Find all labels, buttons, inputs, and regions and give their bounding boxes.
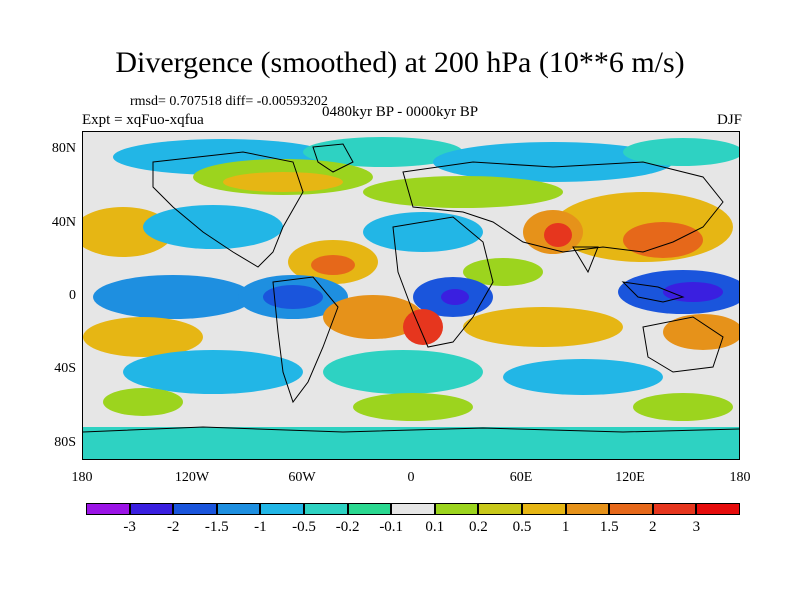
y-label-80s: 80S <box>54 435 76 450</box>
colorbar-label: 3 <box>692 519 701 535</box>
colorbar-label: -2 <box>166 519 180 535</box>
colorbar-label: 1.5 <box>599 519 619 535</box>
colorbar-label: -0.5 <box>292 519 316 535</box>
period-label: 0480kyr BP - 0000kyr BP <box>322 104 479 120</box>
colorbar-label: 0.5 <box>512 519 532 535</box>
field-patch <box>363 212 483 252</box>
x-label-180w: 180 <box>71 470 93 485</box>
colorbar-segment <box>434 503 479 515</box>
field-patch <box>663 282 723 302</box>
colorbar-segment <box>696 503 740 515</box>
field-patch <box>441 289 469 305</box>
field-patch <box>103 388 183 416</box>
colorbar-label: 1 <box>561 519 570 535</box>
colorbar-label: -0.2 <box>335 519 360 535</box>
colorbar-segment <box>216 503 261 515</box>
field-patch <box>323 350 483 394</box>
x-label-180e: 180 <box>729 470 751 485</box>
field-patch <box>123 350 303 394</box>
x-label-120e: 120E <box>615 470 645 485</box>
colorbar-segment <box>347 503 392 515</box>
colorbar-segment <box>86 503 130 515</box>
field-patch <box>353 393 473 421</box>
colorbar-segment <box>260 503 304 515</box>
colorbar-label: -1.5 <box>204 519 229 535</box>
divergence-map <box>82 131 740 460</box>
colorbar-label: 2 <box>649 519 657 535</box>
colorbar-segment <box>478 503 522 515</box>
colorbar-segment <box>129 503 174 515</box>
field-patch <box>623 222 703 258</box>
colorbar-segment <box>522 503 566 515</box>
y-label-80n: 80N <box>51 141 76 156</box>
colorbar-label: 0.2 <box>469 519 488 535</box>
y-label-40s: 40S <box>54 361 76 376</box>
y-label-0: 0 <box>69 288 76 303</box>
colorbar-segment <box>609 503 653 515</box>
field-patch <box>223 172 343 192</box>
field-patch <box>83 317 203 357</box>
colorbar-label: -3 <box>123 519 136 535</box>
field-patch <box>93 275 253 319</box>
map-svg <box>83 132 739 459</box>
x-label-120w: 120W <box>174 470 210 485</box>
coastline <box>83 143 739 433</box>
field-patch <box>311 255 355 275</box>
chart-title: Divergence (smoothed) at 200 hPa (10**6 … <box>115 46 685 79</box>
field-patch <box>433 142 673 182</box>
field-patch <box>623 138 739 166</box>
colorbar-segment <box>304 503 348 515</box>
field-patch <box>363 176 563 208</box>
field-patch <box>544 223 572 247</box>
field-patch <box>83 427 739 459</box>
colorbar-label: -1 <box>254 519 267 535</box>
field-patch <box>323 295 423 339</box>
field-patch <box>403 309 443 345</box>
colorbar-segment <box>652 503 697 515</box>
field-patch <box>633 393 733 421</box>
field-patch <box>263 285 323 309</box>
field-patch <box>463 258 543 286</box>
field-patch <box>503 359 663 395</box>
field-patch <box>463 307 623 347</box>
x-label-60w: 60W <box>288 470 316 485</box>
colorbar-label: 0.1 <box>425 519 445 535</box>
experiment-label: Expt = xqFuo-xqfua <box>82 112 204 128</box>
colorbar-segment <box>391 503 435 515</box>
stats-text: rmsd= 0.707518 diff= -0.00593202 <box>130 94 328 109</box>
field-patch <box>663 314 739 350</box>
x-label-0: 0 <box>407 470 415 485</box>
field-patch <box>143 205 283 249</box>
colorbar-label: -0.1 <box>379 519 404 535</box>
colorbar-segment <box>565 503 610 515</box>
season-label: DJF <box>716 112 742 128</box>
y-label-40n: 40N <box>51 215 76 230</box>
colorbar-segment <box>173 503 217 515</box>
x-label-60e: 60E <box>509 470 533 485</box>
